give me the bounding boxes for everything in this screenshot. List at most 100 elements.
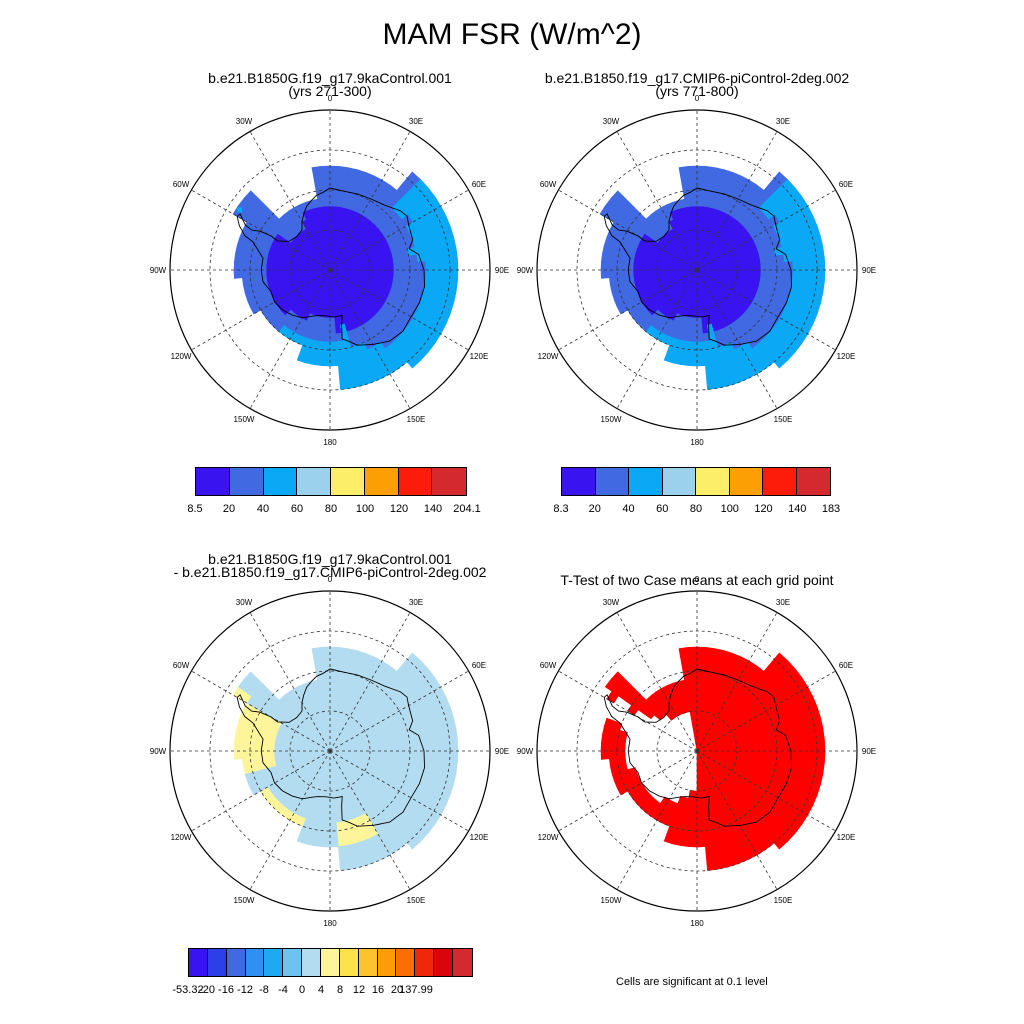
colorbar-box <box>339 949 359 976</box>
grid-cell <box>325 702 331 712</box>
grid-cell <box>329 165 340 175</box>
grid-cell <box>696 325 703 335</box>
grid-cell <box>337 356 348 366</box>
significant-cell <box>705 853 717 863</box>
grid-cell <box>408 254 419 264</box>
grid-cell <box>425 741 435 752</box>
colorbar-label: 8 <box>336 984 344 996</box>
grid-cell <box>684 197 692 208</box>
significant-cell <box>696 822 705 832</box>
significant-cell <box>760 744 770 752</box>
longitude-label: 180 <box>690 438 704 447</box>
grid-cell <box>329 293 334 303</box>
grid-cell <box>773 354 788 369</box>
grid-cell <box>233 742 243 752</box>
grid-cell <box>704 356 715 366</box>
grid-cell <box>249 756 260 766</box>
grid-cell <box>406 835 421 850</box>
longitude-label: 90W <box>517 266 534 275</box>
latitude-circle <box>289 229 371 311</box>
grid-cell <box>249 750 259 759</box>
grid-cell <box>241 276 252 286</box>
significant-cell <box>678 647 689 657</box>
grid-cell <box>768 269 778 278</box>
colorbar-box <box>226 949 246 976</box>
grid-cell <box>329 646 340 656</box>
grid-cell <box>409 262 419 271</box>
colorbar-box <box>196 468 230 495</box>
grid-cell <box>353 747 363 752</box>
colorbar-label: 20 <box>222 503 236 515</box>
significant-cell <box>691 694 698 704</box>
grid-cell <box>816 269 826 282</box>
grid-cell <box>318 686 326 697</box>
longitude-label: 0 <box>328 94 333 103</box>
grid-cell <box>249 743 259 752</box>
significant-cell <box>696 806 703 816</box>
grid-cell <box>679 174 690 184</box>
grid-cell <box>312 174 323 184</box>
grid-cell <box>335 340 345 351</box>
grid-cell <box>441 740 451 752</box>
colorbar-box <box>377 949 397 976</box>
grid-cell <box>334 324 342 335</box>
significant-cell <box>690 678 698 688</box>
significant-cell <box>684 678 692 689</box>
colorbar-box <box>796 468 830 495</box>
panel-title-diff: b.e21.B1850G.f19_g17.9kaControl.001 - b.… <box>150 552 510 579</box>
grid-cell <box>334 805 342 816</box>
significant-cell <box>603 717 615 729</box>
significant-cell <box>608 750 618 759</box>
grid-cell <box>736 265 746 271</box>
colorbar-case1: 8.5 20 40 60 80 100 120 140 204.1 <box>187 467 481 517</box>
colorbar-label: 204.1 <box>453 503 481 515</box>
significant-cell <box>693 710 698 720</box>
grid-cell <box>632 274 643 282</box>
longitude-label: 60E <box>839 180 853 189</box>
colorbar-label: 100 <box>720 503 739 515</box>
grid-cell <box>393 269 403 277</box>
significant-cell <box>799 731 809 743</box>
meridian-line <box>329 750 469 832</box>
colorbar-boxes <box>195 467 467 496</box>
colorbar-case2: 8.3 20 40 60 80 100 120 140 183 <box>553 467 840 517</box>
longitude-label: 30E <box>409 598 423 607</box>
colorbar-box <box>662 468 696 495</box>
significant-cell <box>816 750 826 763</box>
grid-cell <box>751 258 762 266</box>
grid-cell <box>241 750 251 759</box>
longitude-label: 120E <box>837 352 856 361</box>
grid-cell <box>338 853 350 863</box>
grid-cell <box>424 251 434 262</box>
longitude-label: 60W <box>540 180 557 189</box>
grid-cell <box>406 354 421 369</box>
grid-cell <box>664 269 674 274</box>
significant-cell <box>773 835 788 850</box>
colorbar-label: 40 <box>256 503 270 515</box>
grid-cell <box>775 254 786 264</box>
grid-cell <box>337 837 348 847</box>
grid-cell <box>814 247 825 260</box>
grid-cell <box>449 739 459 752</box>
grid-cell <box>648 269 658 275</box>
grid-cell <box>335 813 343 824</box>
longitude-label: 30W <box>603 598 620 607</box>
meridian-line <box>191 189 331 271</box>
grid-cell <box>409 743 419 752</box>
panel-title-line2: (yrs 271-300) <box>288 83 372 99</box>
grid-cell <box>791 251 801 262</box>
grid-cell <box>449 258 459 271</box>
grid-cell <box>690 197 698 207</box>
significant-cell <box>610 671 624 685</box>
colorbar-box <box>358 949 378 976</box>
meridian-line <box>329 750 411 890</box>
longitude-label: 90E <box>862 747 876 756</box>
longitude-label: 150W <box>601 415 622 424</box>
meridian-line <box>329 670 469 752</box>
map-boundary <box>536 590 858 912</box>
longitude-label: 90E <box>495 747 509 756</box>
significant-cell <box>608 743 618 752</box>
grid-cell <box>353 266 363 271</box>
longitude-label: 30E <box>776 598 790 607</box>
grid-cell <box>417 269 427 279</box>
